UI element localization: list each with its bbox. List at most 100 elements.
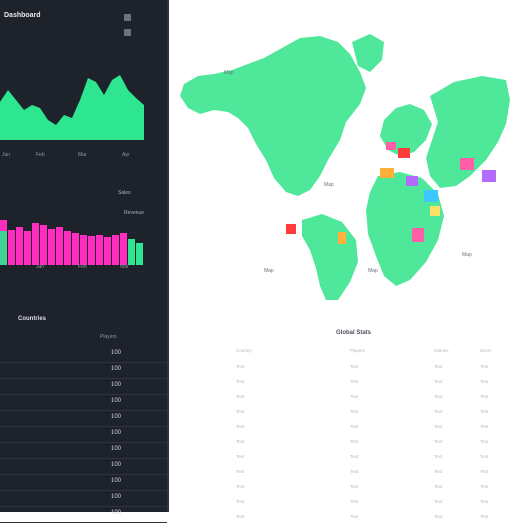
area-series xyxy=(0,75,144,140)
bar xyxy=(88,236,95,265)
list-item[interactable]: 100 xyxy=(0,458,167,475)
list-item[interactable]: 100 xyxy=(0,490,167,507)
menu-icon[interactable] xyxy=(124,14,131,21)
bar-chart xyxy=(0,220,143,265)
table-cell: Text xyxy=(480,499,489,504)
list-value: 100 xyxy=(111,462,122,468)
table-cell: Text xyxy=(236,499,245,504)
list-item[interactable]: 100 xyxy=(0,362,167,379)
bar-x-tick: Mar xyxy=(120,264,129,270)
table-cell: Text xyxy=(350,469,359,474)
country-patch[interactable] xyxy=(406,176,418,186)
region-north-america[interactable] xyxy=(180,36,366,196)
map-caption: Map xyxy=(264,268,274,274)
country-patch[interactable] xyxy=(424,190,438,202)
bar xyxy=(8,230,15,265)
table-cell: Text xyxy=(236,469,245,474)
bar xyxy=(80,235,87,265)
bar xyxy=(16,227,23,265)
country-patch[interactable] xyxy=(386,142,396,150)
region-south-america[interactable] xyxy=(302,214,358,300)
world-map[interactable] xyxy=(170,0,510,300)
bar xyxy=(104,237,111,265)
table-cell: Text xyxy=(236,394,245,399)
table-cell: Text xyxy=(434,424,443,429)
table-cell: Text xyxy=(480,469,489,474)
country-patch[interactable] xyxy=(412,228,424,242)
table-cell: Text xyxy=(236,424,245,429)
country-patch[interactable] xyxy=(482,170,496,182)
table-header: Score xyxy=(480,348,492,353)
list-item[interactable]: 100 xyxy=(0,474,167,491)
list-value: 100 xyxy=(111,366,122,372)
table-cell: Text xyxy=(350,409,359,414)
country-patch[interactable] xyxy=(460,158,474,170)
map-caption: Map xyxy=(368,268,378,274)
divider xyxy=(167,0,169,512)
country-patch[interactable] xyxy=(286,224,296,234)
table-cell: Text xyxy=(434,499,443,504)
table-cell: Text xyxy=(480,454,489,459)
region-greenland[interactable] xyxy=(352,34,384,72)
list-value: 100 xyxy=(111,414,122,420)
region-asia[interactable] xyxy=(426,76,510,188)
map-caption: Map xyxy=(324,182,334,188)
table-cell: Text xyxy=(480,379,489,384)
table-cell: Text xyxy=(350,484,359,489)
list-item[interactable]: 100 xyxy=(0,394,167,411)
table-header: Country xyxy=(236,348,252,353)
table-cell: Text xyxy=(434,514,443,519)
countries-title: Countries xyxy=(18,316,47,322)
area-x-tick: Jan xyxy=(2,152,11,158)
table-cell: Text xyxy=(434,484,443,489)
table-cell: Text xyxy=(236,514,245,519)
table-cell: Text xyxy=(480,424,489,429)
list-item[interactable]: 100 xyxy=(0,442,167,459)
table-title: Global Stats xyxy=(336,330,372,336)
country-patch[interactable] xyxy=(380,168,394,178)
bar xyxy=(96,235,103,265)
bar xyxy=(112,235,119,265)
country-patch[interactable] xyxy=(430,206,440,216)
table-cell: Text xyxy=(236,409,245,414)
list-item[interactable]: 100 xyxy=(0,346,167,363)
table-cell: Text xyxy=(480,484,489,489)
list-item[interactable]: 100 xyxy=(0,378,167,395)
map-caption: Map xyxy=(224,70,234,76)
list-value: 100 xyxy=(111,382,122,388)
bar xyxy=(64,231,71,265)
table-cell: Text xyxy=(236,454,245,459)
table-cell: Text xyxy=(350,394,359,399)
area-x-tick: Mar xyxy=(78,152,87,158)
area-x-tick: Apr xyxy=(122,152,130,158)
grid-icon[interactable] xyxy=(124,29,131,36)
list-item[interactable]: 100 xyxy=(0,506,167,523)
table-cell: Text xyxy=(350,424,359,429)
bar xyxy=(32,223,39,265)
list-value: 100 xyxy=(111,510,122,516)
table-cell: Text xyxy=(434,469,443,474)
sidebar-title: Dashboard xyxy=(4,12,41,19)
list-value: 100 xyxy=(111,446,122,452)
table-cell: Text xyxy=(350,514,359,519)
bar xyxy=(24,231,31,265)
area-chart xyxy=(0,75,144,140)
list-item[interactable]: 100 xyxy=(0,410,167,427)
table-header: Games xyxy=(434,348,449,353)
map-caption: Map xyxy=(462,252,472,258)
list-value: 100 xyxy=(111,398,122,404)
bar-secondary xyxy=(0,231,7,265)
country-patch[interactable] xyxy=(398,148,410,158)
area-legend: Sales xyxy=(118,190,131,196)
table-cell: Text xyxy=(350,379,359,384)
bar-x-tick: Feb xyxy=(78,264,87,270)
table-cell: Text xyxy=(350,364,359,369)
list-value: 100 xyxy=(111,494,122,500)
list-value: 100 xyxy=(111,430,122,436)
table-cell: Text xyxy=(236,364,245,369)
area-x-tick: Feb xyxy=(36,152,45,158)
table-cell: Text xyxy=(434,379,443,384)
list-item[interactable]: 100 xyxy=(0,426,167,443)
table-cell: Text xyxy=(480,514,489,519)
country-patch[interactable] xyxy=(338,232,346,244)
